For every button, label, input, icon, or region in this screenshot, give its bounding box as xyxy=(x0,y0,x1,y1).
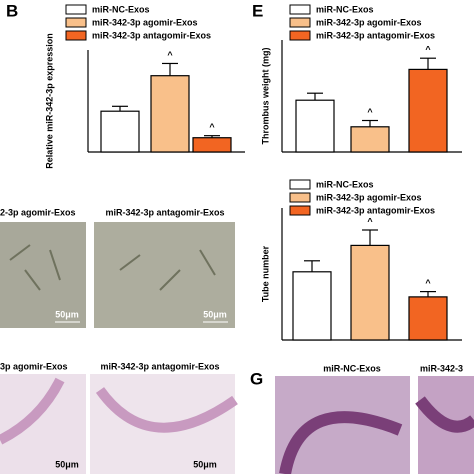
legend-label: miR-NC-Exos xyxy=(316,179,374,189)
bar xyxy=(408,68,448,153)
bar xyxy=(295,99,335,153)
image-caption: 3p agomir-Exos xyxy=(0,361,68,371)
micrograph xyxy=(94,222,235,328)
legend-swatch xyxy=(289,17,311,28)
bar xyxy=(350,244,390,341)
image-caption: miR-342-3p antagomir-Exos xyxy=(100,361,219,371)
bar xyxy=(192,137,232,153)
legend-label: miR-342-3p antagomir-Exos xyxy=(316,205,435,215)
y-axis-label: Tube number xyxy=(260,245,270,302)
panel-label: B xyxy=(6,1,18,20)
legend-swatch xyxy=(65,4,87,15)
bar xyxy=(350,126,390,153)
scale-label: 50μm xyxy=(55,309,79,319)
bar xyxy=(408,296,448,341)
y-axis-label: Relative miR-342-3p expression xyxy=(44,33,54,169)
bar xyxy=(100,110,140,153)
vessel-wall xyxy=(279,396,474,474)
significance-mark: ^ xyxy=(425,278,431,288)
image-caption: miR-342-3p antagomir-Exos xyxy=(105,207,224,217)
legend-swatch xyxy=(289,192,311,203)
significance-mark: ^ xyxy=(367,216,373,226)
legend-swatch xyxy=(289,205,311,216)
scale-label: 50μm xyxy=(193,459,217,469)
legend-label: miR-NC-Exos xyxy=(316,4,374,14)
legend-swatch xyxy=(65,17,87,28)
legend-swatch xyxy=(65,30,87,41)
y-axis-label: Thrombus weight (mg) xyxy=(260,48,270,145)
image-caption: 2-3p agomir-Exos xyxy=(0,207,76,217)
significance-mark: ^ xyxy=(367,107,373,117)
legend-label: miR-342-3p agomir-Exos xyxy=(316,17,422,27)
bar xyxy=(292,271,332,341)
legend-swatch xyxy=(289,30,311,41)
micrograph xyxy=(0,374,86,474)
image-caption: miR-342-3 xyxy=(420,363,463,373)
legend-label: miR-342-3p antagomir-Exos xyxy=(316,30,435,40)
legend-label: miR-NC-Exos xyxy=(92,4,150,14)
vessel-wall xyxy=(0,377,238,445)
significance-mark: ^ xyxy=(167,50,173,60)
cell-shapes xyxy=(9,244,216,291)
legend-swatch xyxy=(289,179,311,190)
legend-swatch xyxy=(289,4,311,15)
significance-mark: ^ xyxy=(209,122,215,132)
panel-label: G xyxy=(250,369,263,388)
micrograph xyxy=(0,222,86,328)
scale-label: 50μm xyxy=(55,459,79,469)
significance-mark: ^ xyxy=(425,45,431,55)
panel-label: E xyxy=(252,1,263,20)
legend-label: miR-342-3p antagomir-Exos xyxy=(92,30,211,40)
scale-label: 50μm xyxy=(203,309,227,319)
bar xyxy=(150,75,190,153)
image-caption: miR-NC-Exos xyxy=(323,363,381,373)
legend-label: miR-342-3p agomir-Exos xyxy=(92,17,198,27)
legend-label: miR-342-3p agomir-Exos xyxy=(316,192,422,202)
